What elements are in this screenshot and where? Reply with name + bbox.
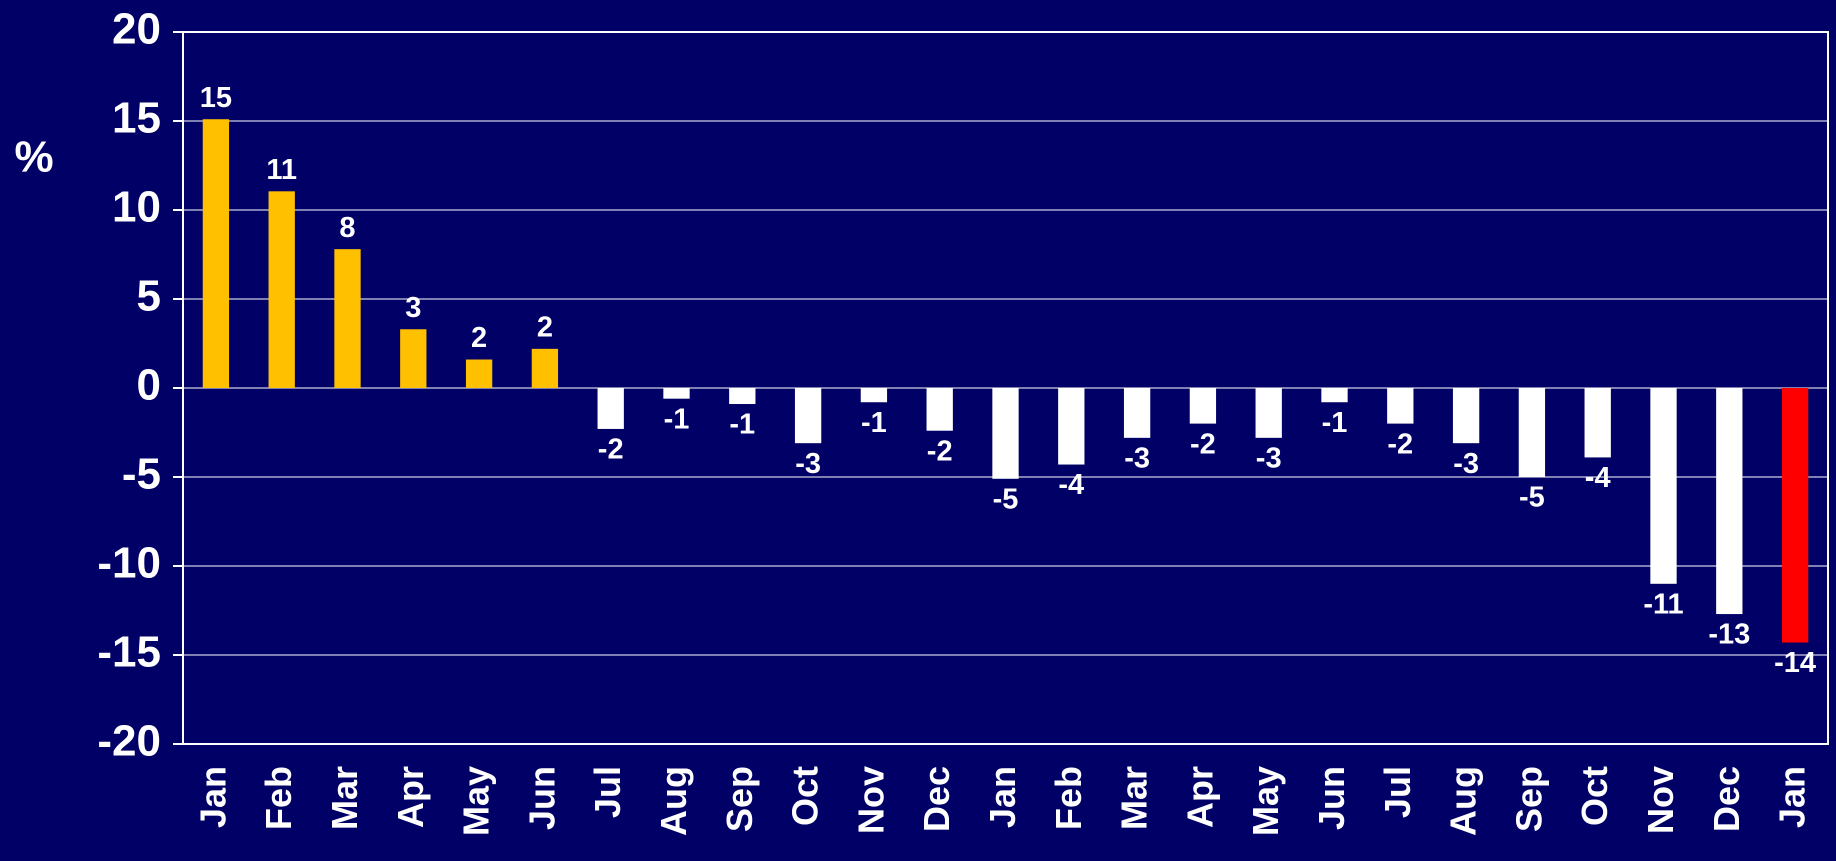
x-tick-label: Nov <box>850 766 891 834</box>
value-label: -1 <box>729 409 755 441</box>
bar <box>926 388 953 431</box>
x-tick-label: Jan <box>982 766 1023 828</box>
x-tick-label: Aug <box>653 766 694 836</box>
plot-frame <box>182 31 1829 745</box>
bar <box>1518 388 1546 477</box>
bar <box>400 329 427 388</box>
y-tick-label: -5 <box>122 450 161 499</box>
x-tick-label: Nov <box>1640 766 1681 834</box>
bar <box>1387 388 1414 424</box>
value-label: 2 <box>471 322 487 354</box>
value-label: 15 <box>200 82 232 114</box>
x-tick-label: Sep <box>1508 766 1549 832</box>
x-tick-label: Aug <box>1443 766 1484 836</box>
x-tick-label: May <box>456 766 497 836</box>
bar <box>1584 388 1611 458</box>
x-tick-label: Oct <box>785 766 826 826</box>
x-tick-label: Sep <box>719 766 760 832</box>
value-label: -2 <box>927 435 953 467</box>
bar <box>992 388 1019 479</box>
value-label: -13 <box>1708 619 1750 651</box>
bar <box>268 191 295 388</box>
bar <box>597 388 624 429</box>
y-tick-label: -10 <box>97 539 161 588</box>
y-tick-label: 0 <box>137 361 161 410</box>
value-label: -1 <box>1322 407 1348 439</box>
y-tick-label: 15 <box>112 94 161 143</box>
y-tick-label: 20 <box>112 5 161 54</box>
value-label: -5 <box>993 483 1019 515</box>
value-label: -11 <box>1643 588 1683 620</box>
value-label: -3 <box>795 448 821 480</box>
y-tick-label: 5 <box>137 272 161 321</box>
value-label: -1 <box>861 407 887 439</box>
x-tick-label: Jun <box>1311 766 1352 830</box>
x-tick-label: Oct <box>1574 766 1615 826</box>
y-tick-label: -20 <box>97 717 161 766</box>
x-tick-label: Mar <box>1114 766 1155 830</box>
bar <box>1452 388 1480 444</box>
x-tick-label: Jun <box>521 766 562 830</box>
value-label: -3 <box>1256 442 1282 474</box>
value-label: 11 <box>266 154 297 186</box>
x-tick-label: Jul <box>1377 766 1418 818</box>
bar <box>1716 388 1743 615</box>
x-tick-label: Dec <box>1706 766 1747 832</box>
value-label: -3 <box>1124 442 1150 474</box>
x-tick-label: Jan <box>192 766 233 828</box>
bar <box>1321 388 1348 403</box>
value-label: 8 <box>339 212 355 244</box>
y-axis-label: % <box>14 133 53 182</box>
y-tick-label: -15 <box>97 628 161 677</box>
value-label: -4 <box>1585 462 1611 494</box>
bar <box>1058 388 1085 465</box>
bar <box>1650 388 1677 584</box>
bar <box>1123 388 1151 438</box>
value-label: -2 <box>1190 428 1216 460</box>
x-tick-label: Feb <box>1048 766 1089 830</box>
value-label: -4 <box>1058 469 1084 501</box>
x-tick-label: Dec <box>916 766 957 832</box>
x-tick-label: Feb <box>258 766 299 830</box>
bar <box>1255 388 1282 438</box>
value-label: -3 <box>1453 448 1479 480</box>
x-tick-label: May <box>1245 766 1286 836</box>
value-label: -14 <box>1774 647 1816 679</box>
x-tick-label: Apr <box>390 766 431 828</box>
bar <box>1781 388 1809 643</box>
bar <box>1189 388 1217 424</box>
x-tick-label: Jul <box>587 766 628 818</box>
bar <box>729 388 756 405</box>
bar <box>663 388 690 399</box>
bar <box>860 388 888 403</box>
y-tick-label: 10 <box>112 183 161 232</box>
value-label: -2 <box>598 434 624 466</box>
x-tick-label: Apr <box>1179 766 1220 828</box>
bar <box>334 249 361 388</box>
bar <box>794 388 822 444</box>
bar <box>465 359 493 388</box>
x-tick-label: Jan <box>1772 766 1813 828</box>
value-label: 2 <box>537 311 553 343</box>
value-label: -1 <box>664 403 690 435</box>
value-label: -5 <box>1519 482 1545 514</box>
bar <box>531 348 559 388</box>
bar <box>202 119 230 388</box>
x-tick-label: Mar <box>324 766 365 830</box>
value-label: 3 <box>405 292 421 324</box>
value-label: -2 <box>1387 428 1413 460</box>
